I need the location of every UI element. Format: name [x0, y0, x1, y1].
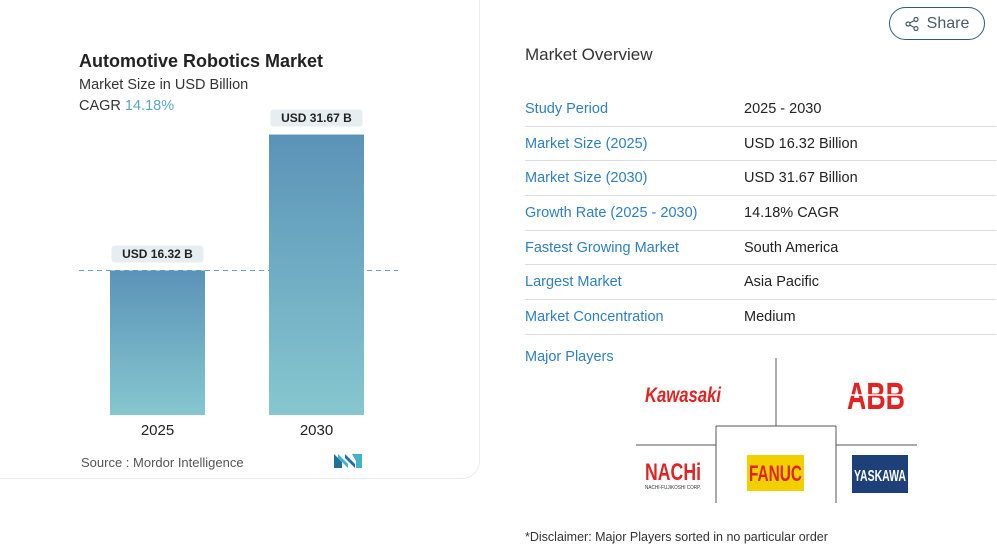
overview-value: 2025 - 2030: [744, 100, 822, 117]
chart-subtitle: Market Size in USD Billion: [79, 77, 249, 93]
nachi-logo-subtext: NACHI-FUJIKOSHI CORP.: [645, 485, 701, 491]
yaskawa-logo-text: YASKAWA: [854, 468, 906, 485]
share-button[interactable]: Share: [889, 7, 985, 40]
overview-row: Market Size (2030) USD 31.67 Billion: [525, 161, 996, 197]
category-label: 2030: [300, 422, 333, 439]
cagr-label: CAGR: [79, 98, 121, 114]
overview-row: Growth Rate (2025 - 2030) 14.18% CAGR: [525, 196, 996, 231]
nachi-logo: NACHi NACHI-FUJIKOSHI CORP.: [643, 456, 703, 492]
bar-chart: USD 16.32 B 2025 USD 31.67 B 2030: [79, 109, 398, 439]
data-label-bg: [111, 245, 204, 263]
share-label: Share: [926, 14, 970, 32]
major-players-title: Major Players: [525, 349, 614, 365]
data-label: USD 31.67 B: [281, 111, 352, 125]
overview-label: Market Concentration: [525, 308, 664, 325]
overview-row: Largest Market Asia Pacific: [525, 265, 996, 301]
overview-label: Market Size (2030): [525, 170, 648, 187]
mordor-logo-icon: [334, 454, 362, 468]
overview-value: USD 16.32 Billion: [744, 135, 858, 152]
overview-row: Market Size (2025) USD 16.32 Billion: [525, 127, 996, 162]
kawasaki-logo-text: Kawasaki: [645, 384, 722, 407]
bar-2030: [269, 134, 364, 415]
cagr-value: 14.18%: [124, 98, 175, 114]
overview-value: Medium: [744, 308, 796, 325]
overview-title: Market Overview: [525, 45, 653, 64]
data-label-bg: [270, 109, 363, 127]
source-text: Source : Mordor Intelligence: [81, 455, 244, 470]
fanuc-logo: FANUC: [747, 455, 804, 491]
overview-value: 14.18% CAGR: [744, 204, 840, 221]
overview-label: Market Size (2025): [525, 135, 648, 152]
overview-value: South America: [744, 239, 839, 256]
overview-row: Market Concentration Medium: [525, 300, 996, 335]
nachi-logo-text: NACHi: [645, 459, 701, 486]
category-label: 2025: [141, 422, 174, 439]
chart-title: Automotive Robotics Market: [79, 51, 324, 71]
disclaimer-text: *Disclaimer: Major Players sorted in no …: [525, 530, 828, 544]
overview-value: USD 31.67 Billion: [744, 170, 858, 187]
share-icon: [905, 16, 919, 31]
data-label: USD 16.32 B: [122, 247, 193, 261]
overview-label: Study Period: [525, 100, 609, 117]
kawasaki-logo: Kawasaki: [643, 378, 723, 410]
yaskawa-logo: YASKAWA: [852, 455, 908, 493]
overview-row: Study Period 2025 - 2030: [525, 92, 996, 127]
overview-label: Largest Market: [525, 274, 622, 291]
chart-card: [0, 0, 480, 479]
overview-label: Growth Rate (2025 - 2030): [525, 204, 698, 221]
bar-2025: [110, 270, 205, 415]
overview-row: Fastest Growing Market South America: [525, 231, 996, 266]
abb-logo: ABB: [846, 375, 906, 415]
chart-cagr: CAGR 14.18%: [79, 98, 174, 114]
overview-label: Fastest Growing Market: [525, 239, 679, 256]
fanuc-logo-text: FANUC: [749, 461, 802, 486]
overview-table: Study Period 2025 - 2030 Market Size (20…: [525, 92, 996, 335]
overview-value: Asia Pacific: [744, 274, 819, 291]
